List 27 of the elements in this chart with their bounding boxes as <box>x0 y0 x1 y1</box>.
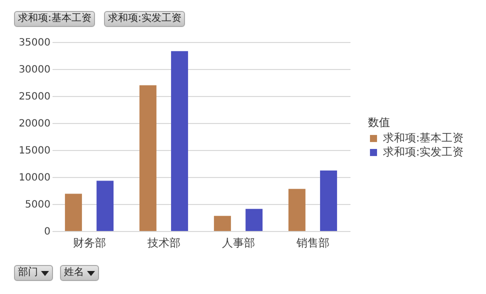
y-tick-label: 0 <box>44 226 50 238</box>
bar <box>214 216 231 231</box>
bar <box>139 85 156 231</box>
legend-label: 求和项:基本工资 <box>383 132 464 144</box>
legend-label: 求和项:实发工资 <box>383 146 464 158</box>
bar <box>64 194 82 231</box>
legend-title: 数值 <box>368 116 390 129</box>
bar <box>96 180 114 231</box>
bar <box>320 170 338 231</box>
x-tick-label: 技术部 <box>146 236 180 250</box>
text: 部门 <box>18 266 38 280</box>
bar <box>288 188 306 231</box>
y-tick-label: 25000 <box>18 92 50 102</box>
x-tick-label: 财务部 <box>72 236 106 250</box>
bar <box>246 208 263 231</box>
y-tick-label: 5000 <box>25 200 50 210</box>
y-tick-label: 35000 <box>18 38 50 48</box>
x-tick-label: 人事部 <box>222 236 255 250</box>
y-tick-label: 15000 <box>18 146 50 156</box>
bar <box>171 51 188 231</box>
text: 求和项:实发工资 <box>108 12 182 26</box>
text: 姓名 <box>64 266 84 280</box>
y-tick-label: 10000 <box>18 172 50 184</box>
y-tick-label: 20000 <box>18 118 50 130</box>
text: 求和项:基本工资 <box>18 12 92 26</box>
y-tick-label: 30000 <box>18 64 50 76</box>
x-tick-label: 销售部 <box>295 236 330 250</box>
